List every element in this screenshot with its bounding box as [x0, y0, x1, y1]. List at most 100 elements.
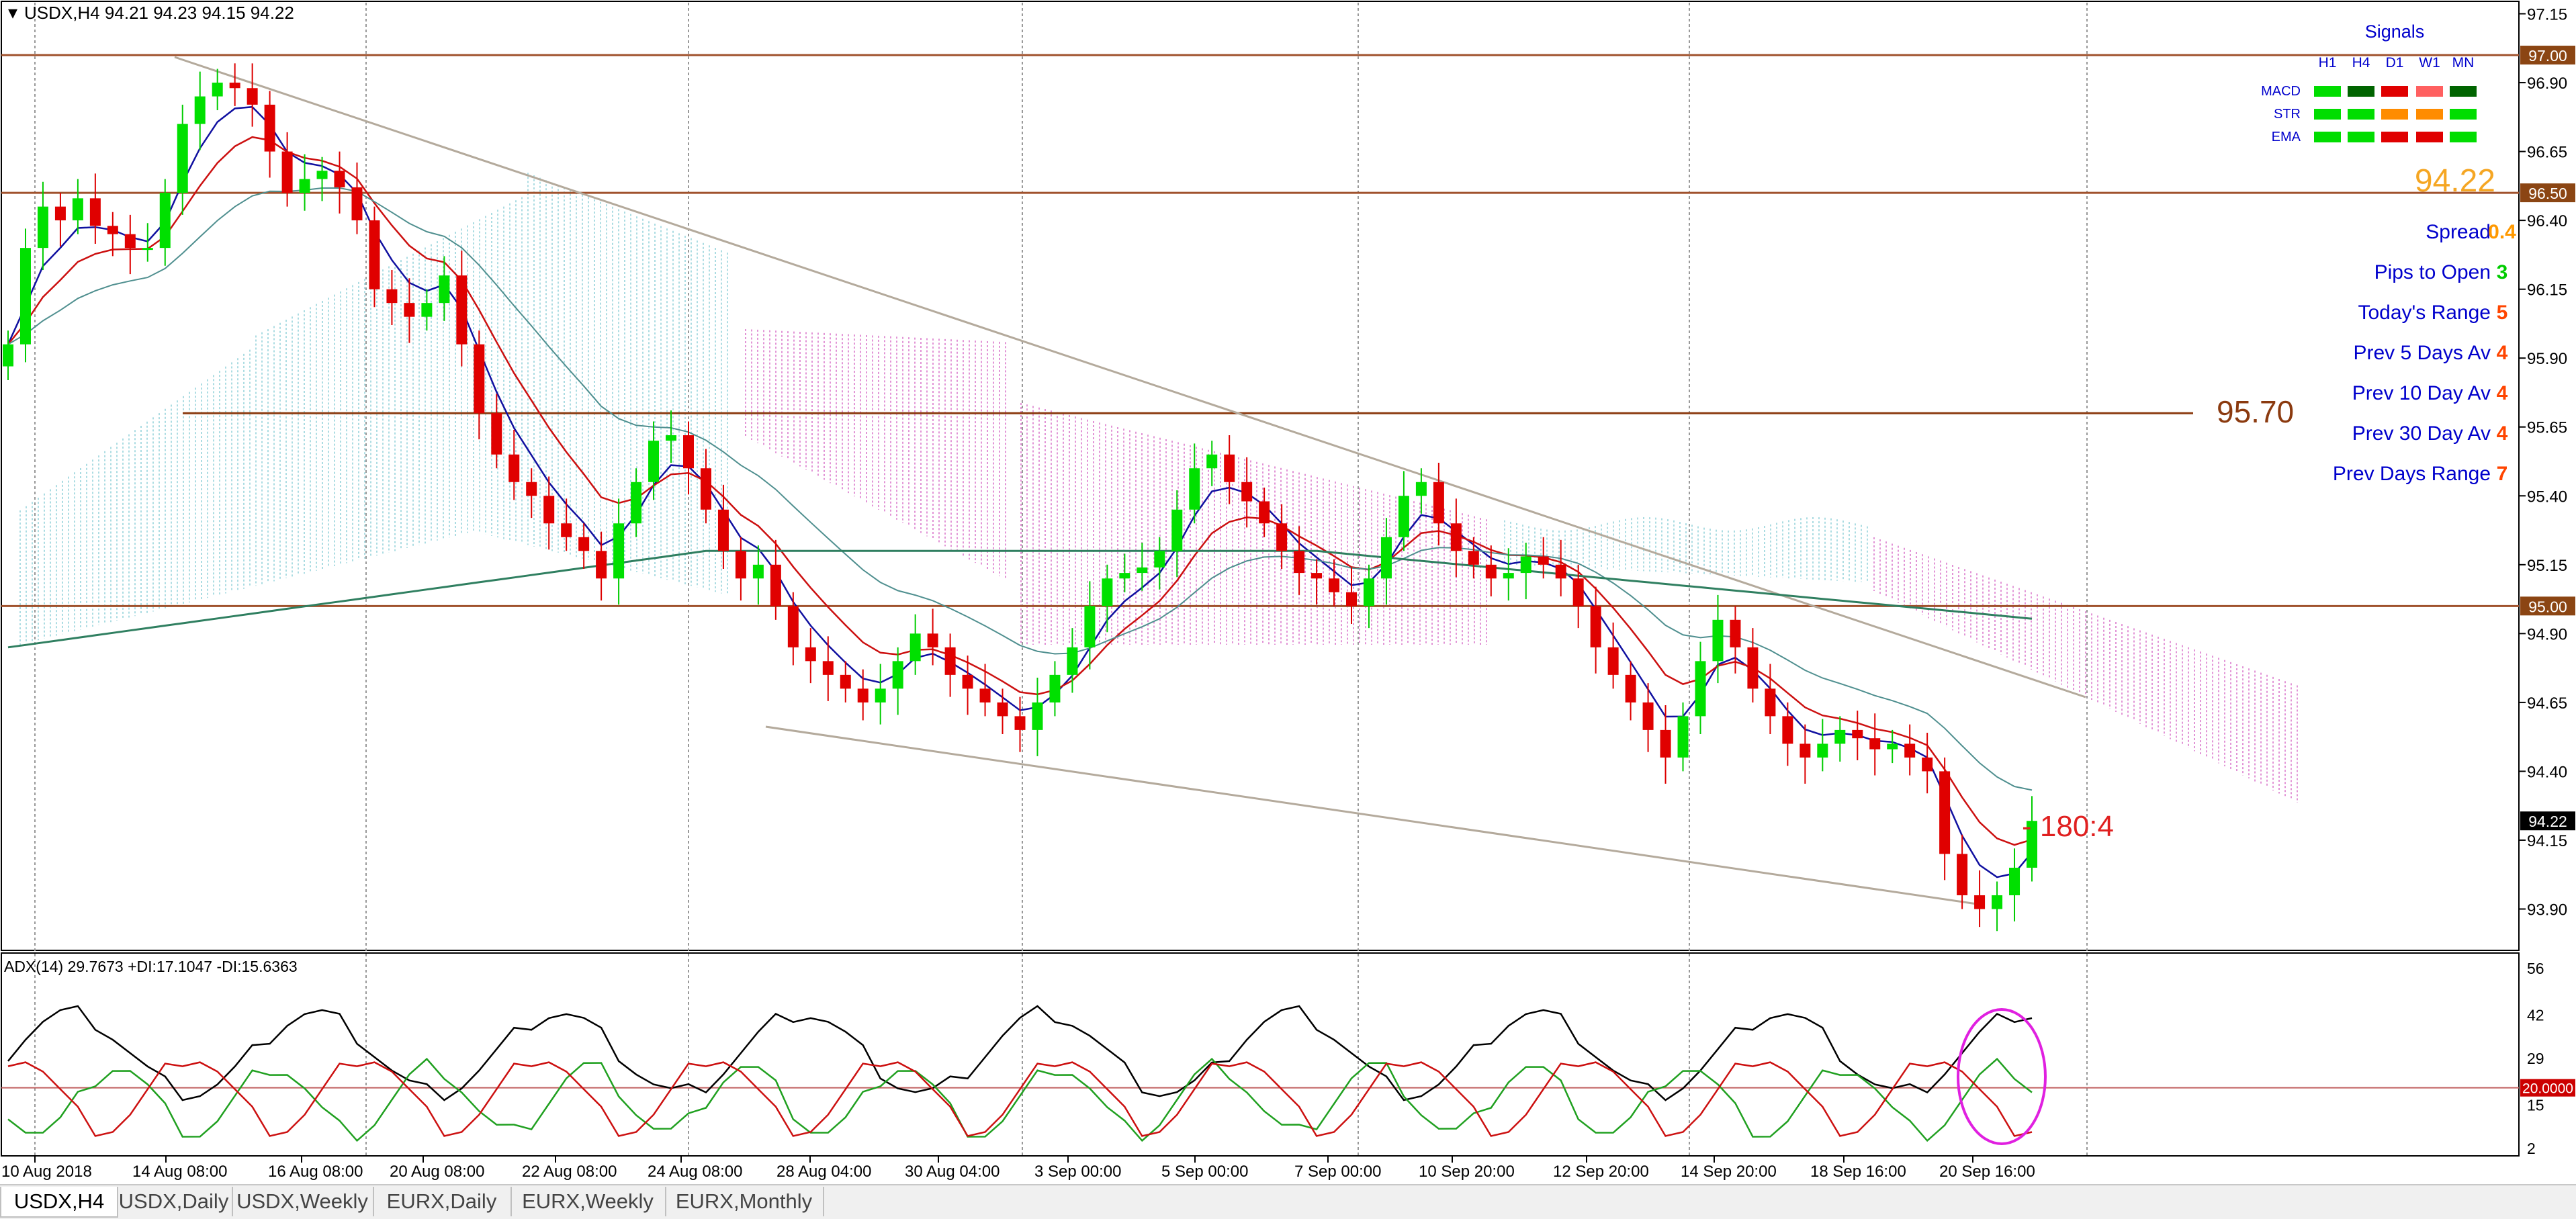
stat-label: Spread — [2426, 221, 2491, 243]
minus-di-line — [7, 1061, 2033, 1137]
candle-body — [212, 83, 223, 97]
candle-body — [1747, 647, 1759, 689]
price-tick-label: 94.65 — [2527, 694, 2567, 713]
price-tick-label: 96.15 — [2527, 281, 2567, 300]
chart-tabs-bar: USDX,H4 USDX,Daily USDX,Weekly EURX,Daily EU… — [0, 1184, 2576, 1219]
support-trendline — [765, 725, 1982, 906]
signal-cell — [2450, 109, 2477, 120]
candle-body — [1695, 661, 1706, 717]
adx-level-label: 20.0000 — [2522, 1081, 2573, 1097]
price-tick-label: 94.90 — [2527, 625, 2567, 643]
signal-cell — [2314, 86, 2341, 97]
candle-body — [1311, 573, 1323, 579]
candle-body — [752, 564, 764, 579]
stat-label: Prev 10 Day Av — [2352, 382, 2491, 404]
price-tick-label: 95.90 — [2527, 350, 2567, 368]
price-badge-label: 94.22 — [2528, 813, 2567, 830]
price-tick-label: 94.40 — [2527, 763, 2567, 781]
chart-background — [0, 0, 2576, 1184]
candle-body — [421, 303, 433, 317]
candle-body — [1817, 743, 1828, 758]
stat-value: 5 — [2497, 302, 2508, 324]
price-tick-label: 96.40 — [2527, 212, 2567, 230]
adx-tick-label: 29 — [2527, 1050, 2544, 1067]
candle-body — [386, 289, 398, 304]
ichimoku-cloud — [19, 173, 2298, 803]
candles — [3, 63, 2037, 932]
tab-usdx-h4[interactable]: USDX,H4 — [0, 1187, 118, 1218]
candle-body — [1834, 729, 1846, 744]
ma-long-line — [7, 549, 2033, 649]
tab-usdx-daily[interactable]: USDX,Daily — [116, 1187, 233, 1216]
stat-label: Today's Range — [2358, 302, 2491, 324]
candle-body — [124, 234, 136, 249]
signal-cell — [2450, 132, 2477, 142]
time-tick-label: 30 Aug 04:00 — [905, 1163, 1000, 1181]
trading-chart[interactable]: 97.15 96.90 96.65 96.40 96.15 95.90 95.65 95.40… — [0, 0, 2576, 1184]
candle-body — [578, 537, 590, 551]
candle-body — [1241, 482, 1253, 502]
candle-body — [1363, 578, 1374, 606]
ma-slow-line — [7, 187, 2033, 791]
candle-body — [1276, 523, 1288, 551]
candle-body — [3, 344, 13, 367]
candle-body — [787, 606, 799, 647]
candle-body — [875, 688, 886, 703]
candle-body — [247, 88, 258, 105]
candle-body — [1032, 702, 1043, 730]
candle-body — [1660, 729, 1671, 758]
tab-usdx-weekly[interactable]: USDX,Weekly — [232, 1187, 374, 1216]
price-tick-label: 95.15 — [2527, 557, 2567, 575]
tab-eurx-monthly[interactable]: EURX,Monthly — [665, 1187, 824, 1216]
candle-body — [857, 688, 869, 703]
level-label-95-70: 95.70 — [2217, 394, 2294, 429]
tab-eurx-weekly[interactable]: EURX,Weekly — [510, 1187, 666, 1216]
price-badge-label: 96.50 — [2528, 185, 2567, 202]
candle-body — [962, 674, 973, 689]
candle-body — [1974, 895, 1986, 909]
candle-body — [177, 124, 188, 193]
candle-body — [1642, 702, 1654, 730]
candle-body — [159, 193, 171, 249]
candle-body — [1782, 716, 1793, 744]
signal-cell — [2314, 132, 2341, 142]
stat-label: Prev 5 Days Av — [2353, 342, 2491, 364]
candle-body — [1922, 757, 1933, 772]
candle-body — [717, 509, 729, 551]
candle-body — [1206, 454, 1218, 469]
candle-body — [1992, 895, 2003, 909]
count-annotation: - 180:4 — [2022, 810, 2114, 843]
candle-body — [700, 468, 711, 510]
stat-value: 4 — [2497, 382, 2508, 404]
candle-body — [1869, 738, 1881, 750]
price-badge — [2520, 811, 2575, 831]
signal-cell — [2416, 132, 2443, 142]
candle-body — [1171, 509, 1183, 551]
candle-body — [19, 248, 31, 345]
candle-body — [1904, 743, 1916, 758]
candle-body — [281, 151, 293, 193]
candle-body — [648, 441, 660, 482]
signal-cell — [2348, 86, 2374, 97]
signals-column-header: H4 — [2352, 55, 2370, 71]
candle-body — [979, 688, 991, 703]
candle-body — [561, 523, 572, 537]
signals-column-header: MN — [2452, 55, 2475, 71]
candle-body — [1625, 674, 1636, 703]
stat-value: 0.4 — [2488, 221, 2516, 243]
ma-mid-line — [7, 136, 2033, 846]
stat-label: Prev Days Range — [2333, 463, 2491, 485]
signal-cell — [2450, 86, 2477, 97]
candle-body — [2009, 867, 2020, 895]
signal-cell — [2381, 109, 2408, 120]
candle-body — [1730, 619, 1741, 647]
time-tick-label: 18 Sep 16:00 — [1810, 1163, 1906, 1181]
adx-header: ADX(14) 29.7673 +DI:17.1047 -DI:15.6363 — [4, 958, 298, 975]
tab-eurx-daily[interactable]: EURX,Daily — [373, 1187, 512, 1216]
signal-cell — [2416, 86, 2443, 97]
candle-body — [1398, 496, 1409, 537]
candle-body — [1555, 564, 1566, 579]
candle-body — [1468, 551, 1479, 565]
